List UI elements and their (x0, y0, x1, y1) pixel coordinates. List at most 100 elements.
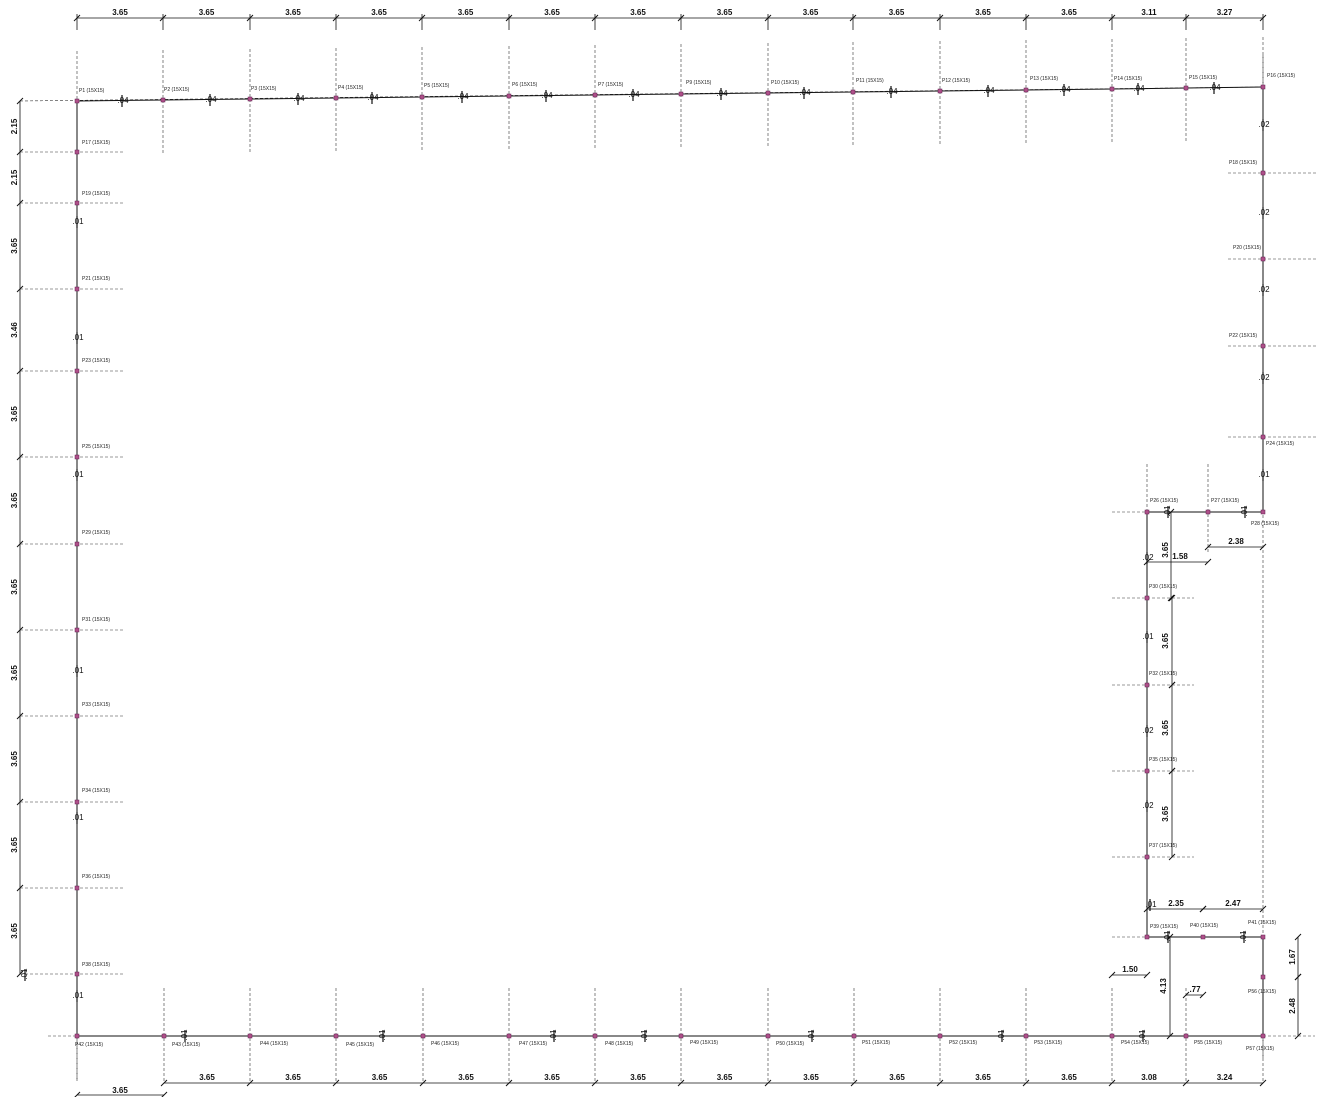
column-label: P47 (15X15) (519, 1041, 547, 1047)
column-label: P40 (15X15) (1190, 923, 1218, 929)
detail-dimension: 3.65 (1161, 806, 1170, 822)
column (74, 200, 80, 206)
dim-tick (16, 148, 24, 156)
dim-tick (677, 1079, 685, 1087)
detail-dimension: 1.67 (1288, 949, 1297, 965)
dim-tick (16, 884, 24, 892)
dim-tick (16, 626, 24, 634)
dim-tick (764, 1079, 772, 1087)
level-mark: .02 (1142, 726, 1154, 735)
dim-tick (16, 970, 24, 978)
column (1144, 854, 1150, 860)
bottom-dimension: 3.65 (199, 1073, 215, 1082)
column (1260, 974, 1266, 980)
dim-tick (1108, 971, 1116, 979)
level-mark: .04 (457, 92, 469, 101)
dim-tick (1022, 1079, 1030, 1087)
beam (76, 87, 1264, 1037)
level-mark: .01 (378, 1029, 387, 1041)
level-mark: .04 (1209, 83, 1221, 92)
column (678, 1033, 684, 1039)
dim-tick (591, 1079, 599, 1087)
dim-tick (1204, 558, 1212, 566)
left-dimension: 2.15 (10, 169, 19, 185)
column (74, 541, 80, 547)
bottom-dimension: 3.65 (1061, 1073, 1077, 1082)
column (1260, 1033, 1266, 1039)
column (74, 627, 80, 633)
column (506, 93, 512, 99)
column-label: P39 (15X15) (1150, 924, 1178, 930)
column (1260, 509, 1266, 515)
dim-tick (16, 97, 24, 105)
column-label: P2 (15X15) (164, 87, 190, 93)
column-label: P26 (15X15) (1150, 498, 1178, 504)
column-label: P55 (15X15) (1194, 1040, 1222, 1046)
column (1260, 343, 1266, 349)
column-label: P13 (15X15) (1030, 76, 1058, 82)
level-mark: .04 (1059, 85, 1071, 94)
bottom-dimension: 3.65 (889, 1073, 905, 1082)
column (1183, 1033, 1189, 1039)
level-mark: .01 (807, 1029, 816, 1041)
top-dimension: 3.65 (1061, 8, 1077, 17)
left-dimension: 3.46 (10, 322, 19, 338)
column (678, 91, 684, 97)
level-mark: .02 (1258, 120, 1270, 129)
dim-tick (1168, 767, 1176, 775)
top-dimension: 3.65 (544, 8, 560, 17)
left-dimension: 3.65 (10, 837, 19, 853)
dim-tick (1168, 853, 1176, 861)
column (74, 454, 80, 460)
column (1109, 86, 1115, 92)
level-mark: .01 (640, 1029, 649, 1041)
level-mark: .01 (1142, 632, 1154, 641)
detail-dimension: 2.38 (1228, 537, 1244, 546)
level-mark: .01 (1240, 505, 1249, 517)
column (1260, 170, 1266, 176)
column (1144, 682, 1150, 688)
column-label: P42 (15X15) (75, 1042, 103, 1048)
column-label: P19 (15X15) (82, 191, 110, 197)
column-label: P45 (15X15) (346, 1042, 374, 1048)
dim-tick (1259, 1079, 1267, 1087)
column (74, 149, 80, 155)
level-mark: .01 (549, 1029, 558, 1041)
column-label: P16 (15X15) (1267, 73, 1295, 79)
top-dimension: 3.65 (803, 8, 819, 17)
detail-dimension: 2.48 (1288, 998, 1297, 1014)
column (420, 1033, 426, 1039)
column (765, 1033, 771, 1039)
dim-tick (332, 1079, 340, 1087)
dim-tick (16, 540, 24, 548)
level-mark: .04 (886, 87, 898, 96)
level-mark: .04 (205, 95, 217, 104)
detail-dimension: 3.65 (1161, 633, 1170, 649)
column (850, 89, 856, 95)
level-mark: .01 (1145, 900, 1157, 909)
dim-tick (1294, 1032, 1302, 1040)
level-mark: .02 (1258, 285, 1270, 294)
column-label: P4 (15X15) (338, 85, 364, 91)
column-label: P17 (15X15) (82, 140, 110, 146)
top-dimension: 3.65 (717, 8, 733, 17)
dim-tick (1167, 508, 1175, 516)
left-dimension: 3.65 (10, 492, 19, 508)
column-label: P29 (15X15) (82, 530, 110, 536)
column (1144, 509, 1150, 515)
column (1260, 256, 1266, 262)
column-label: P9 (15X15) (686, 80, 712, 86)
level-mark: .01 (72, 217, 84, 226)
level-mark: .02 (1142, 553, 1154, 562)
column (592, 1033, 598, 1039)
top-dimension: 3.27 (1217, 8, 1233, 17)
level-mark: .01 (180, 1029, 189, 1041)
detail-dimension: 3.65 (1161, 720, 1170, 736)
level-mark: .01 (72, 470, 84, 479)
column-label: P43 (15X15) (172, 1042, 200, 1048)
dim-tick (161, 1091, 168, 1097)
column-label: P3 (15X15) (251, 86, 277, 92)
column (1260, 434, 1266, 440)
bottom-dimension: 3.65 (372, 1073, 388, 1082)
column-label: P25 (15X15) (82, 444, 110, 450)
